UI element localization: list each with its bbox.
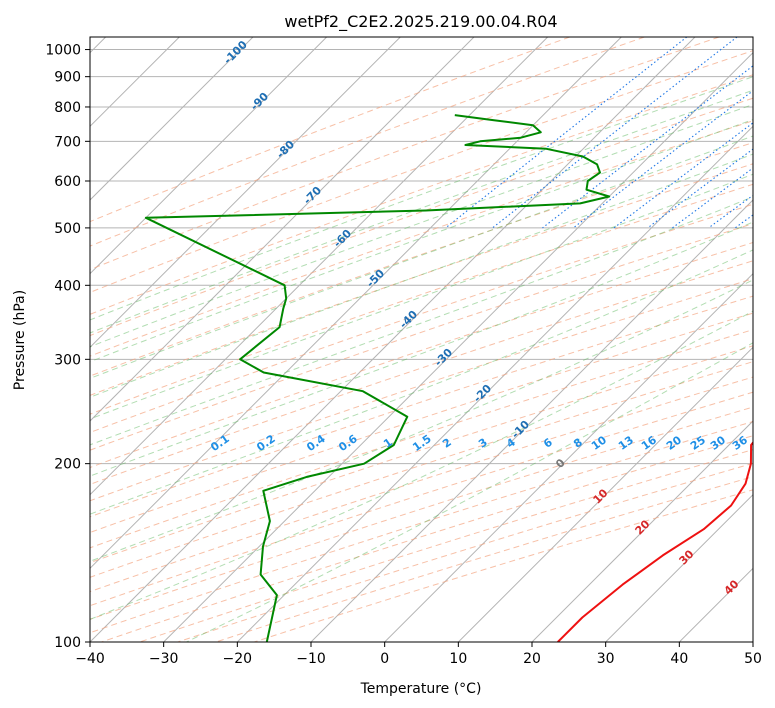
moist-adiabat-line <box>90 221 753 477</box>
dry-adiabat-line <box>90 120 753 357</box>
dry-adiabat-line <box>90 37 720 271</box>
chart-title: wetPf2_C2E2.2025.219.00.04.R04 <box>284 12 557 32</box>
x-axis-label: Temperature (°C) <box>360 681 482 697</box>
dry-adiabat-line <box>90 345 753 564</box>
mixing-ratio-lines <box>445 37 753 229</box>
dry-adiabat-line <box>90 361 753 578</box>
mixing-ratio-line <box>672 167 753 229</box>
dry-adiabat-line <box>177 462 753 642</box>
isotherm-line <box>90 37 549 496</box>
moist-adiabat-line <box>90 310 753 620</box>
x-tick-label: 0 <box>380 651 389 667</box>
x-tick-label: −40 <box>75 651 105 667</box>
mixing-ratio-line <box>445 37 688 229</box>
isotherm-line <box>90 37 696 642</box>
x-tick-label: −20 <box>223 651 253 667</box>
isotherm-line <box>236 125 753 642</box>
x-tick-label: 10 <box>449 651 467 667</box>
dewpoint-profile-line <box>144 114 611 642</box>
moist-adiabat-line <box>90 153 753 398</box>
y-tick-label: 100 <box>54 635 81 651</box>
x-tick-label: −10 <box>296 651 326 667</box>
mixing-ratio-line <box>613 122 753 229</box>
moist-adiabat-line <box>90 173 753 420</box>
y-tick-label: 1000 <box>45 43 81 59</box>
y-tick-label: 500 <box>54 221 81 237</box>
mixing-ratio-line <box>542 65 753 229</box>
y-axis-label: Pressure (hPa) <box>12 290 28 390</box>
isotherm-line <box>457 346 753 642</box>
x-axis-ticks: −40 −30 −20 −10 0 10 20 30 40 50 <box>75 642 762 667</box>
dry-adiabat-line <box>90 163 753 396</box>
moist-adiabat-line <box>90 89 753 334</box>
dry-adiabats <box>90 37 753 642</box>
x-tick-label: 30 <box>597 651 615 667</box>
y-tick-label: 900 <box>54 70 81 86</box>
x-tick-label: 50 <box>744 651 762 667</box>
dry-adiabat-line <box>90 183 753 415</box>
plot-frame <box>89 36 754 643</box>
dry-adiabat-line <box>90 142 753 377</box>
isotherm-line <box>531 420 753 642</box>
dry-adiabat-line <box>101 435 753 642</box>
dry-adiabat-line <box>215 476 753 642</box>
y-tick-label: 800 <box>54 100 81 116</box>
dry-adiabat-line <box>90 50 753 293</box>
y-tick-label: 300 <box>54 352 81 368</box>
dry-adiabat-line <box>254 489 753 642</box>
profile-series <box>144 114 753 642</box>
y-tick-label: 600 <box>54 174 81 190</box>
dry-adiabat-line <box>139 449 753 642</box>
y-tick-label: 700 <box>54 134 81 150</box>
x-tick-label: 40 <box>670 651 688 667</box>
isotherm-line <box>384 272 753 642</box>
dry-adiabat-line <box>90 97 753 337</box>
dry-adiabat-line <box>90 37 645 247</box>
isotherm-line <box>310 199 753 642</box>
isotherm-line <box>90 37 254 201</box>
isotherm-line <box>90 37 328 275</box>
x-tick-label: −30 <box>149 651 179 667</box>
temperature-profile-line <box>557 440 753 642</box>
moist-adiabats <box>90 76 753 642</box>
y-tick-label: 200 <box>54 457 81 473</box>
x-tick-label: 20 <box>523 651 541 667</box>
isotherm-line <box>605 493 753 642</box>
isotherm-line <box>90 37 475 422</box>
dry-adiabat-line <box>90 329 753 549</box>
moist-adiabat-line <box>90 76 753 321</box>
y-tick-label: 400 <box>54 278 81 294</box>
y-axis-ticks: 1000 900 800 700 600 500 400 300 200 100 <box>45 43 90 651</box>
isobar-grid <box>90 49 753 642</box>
moist-adiabat-line <box>90 249 753 515</box>
isotherm-line <box>90 37 401 349</box>
moist-adiabat-line <box>186 342 753 642</box>
